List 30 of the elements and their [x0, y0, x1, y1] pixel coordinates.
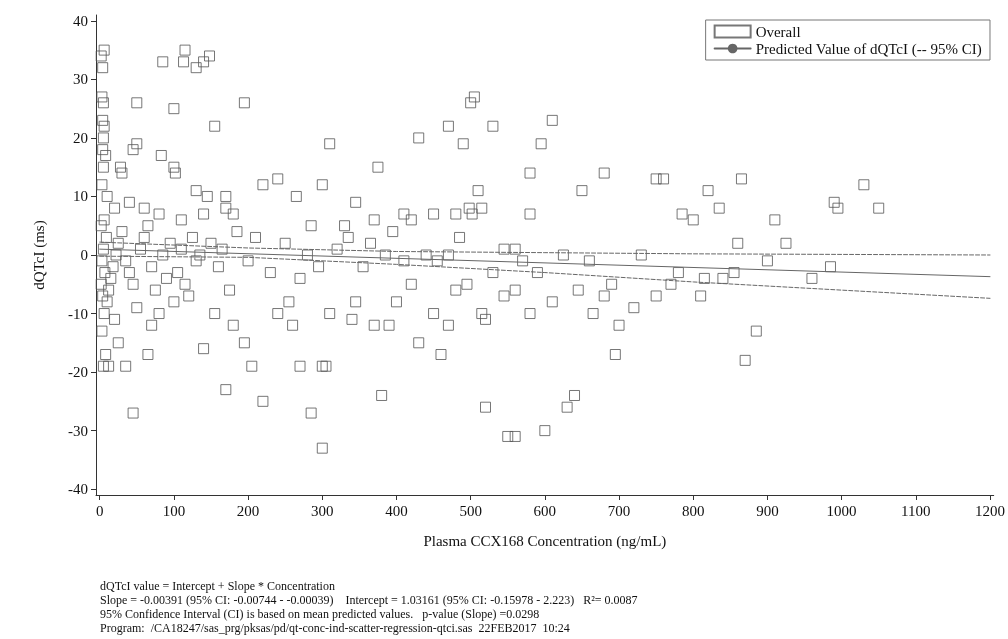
x-tick-label: 200	[236, 502, 260, 519]
y-tick-label: 20	[73, 129, 88, 146]
text: 95% Confidence Interval (CI) is based on mean predicted values. p-value (Slope) =0.0298	[100, 607, 540, 621]
y-tick-label: 10	[73, 188, 88, 205]
x-tick-label: 400	[385, 502, 408, 519]
legend-label: Overall	[755, 23, 801, 40]
text: dQTcI value = Intercept + Slope * Concentration	[100, 579, 335, 593]
y-tick-label: 40	[73, 12, 88, 29]
text: Program: /CA18247/sas_prg/pksas/pd/qt-conc-ind-scatter-regression-qtci.sas 22FEB2017 10:24	[100, 621, 570, 635]
x-tick-label: 100	[162, 502, 186, 519]
x-tick-label: 800	[681, 502, 705, 519]
text: Slope = -0.00391 (95% CI: -0.00744 - -0.00039) Intercept = 1.03161 (95% CI: -0.15978 - 2.223) R²= 0.0087	[100, 593, 638, 607]
x-tick-label: 500	[459, 502, 482, 519]
y-tick-label: -40	[68, 481, 88, 498]
x-tick-label: 1200	[975, 502, 1005, 519]
x-tick-label: 300	[311, 502, 334, 519]
x-tick-label: 1000	[826, 502, 857, 519]
x-tick-label: 600	[533, 502, 557, 519]
x-axis-title: Plasma CCX168 Concentration (ng/mL)	[423, 532, 667, 550]
y-tick-label: 0	[80, 247, 88, 263]
x-tick-label: 900	[756, 502, 779, 519]
y-tick-label: -30	[68, 422, 88, 439]
y-tick-label: -20	[68, 364, 88, 381]
x-tick-label: 1100	[901, 502, 931, 519]
y-tick-label: -10	[68, 305, 88, 322]
y-axis-title: dQTcI (ms)	[30, 220, 48, 290]
legend-label: Predicted Value of dQTcI (-- 95% CI)	[755, 40, 982, 58]
x-tick-label: 700	[607, 502, 631, 519]
y-tick-label: 30	[73, 71, 88, 88]
x-tick-label: 0	[95, 502, 104, 519]
